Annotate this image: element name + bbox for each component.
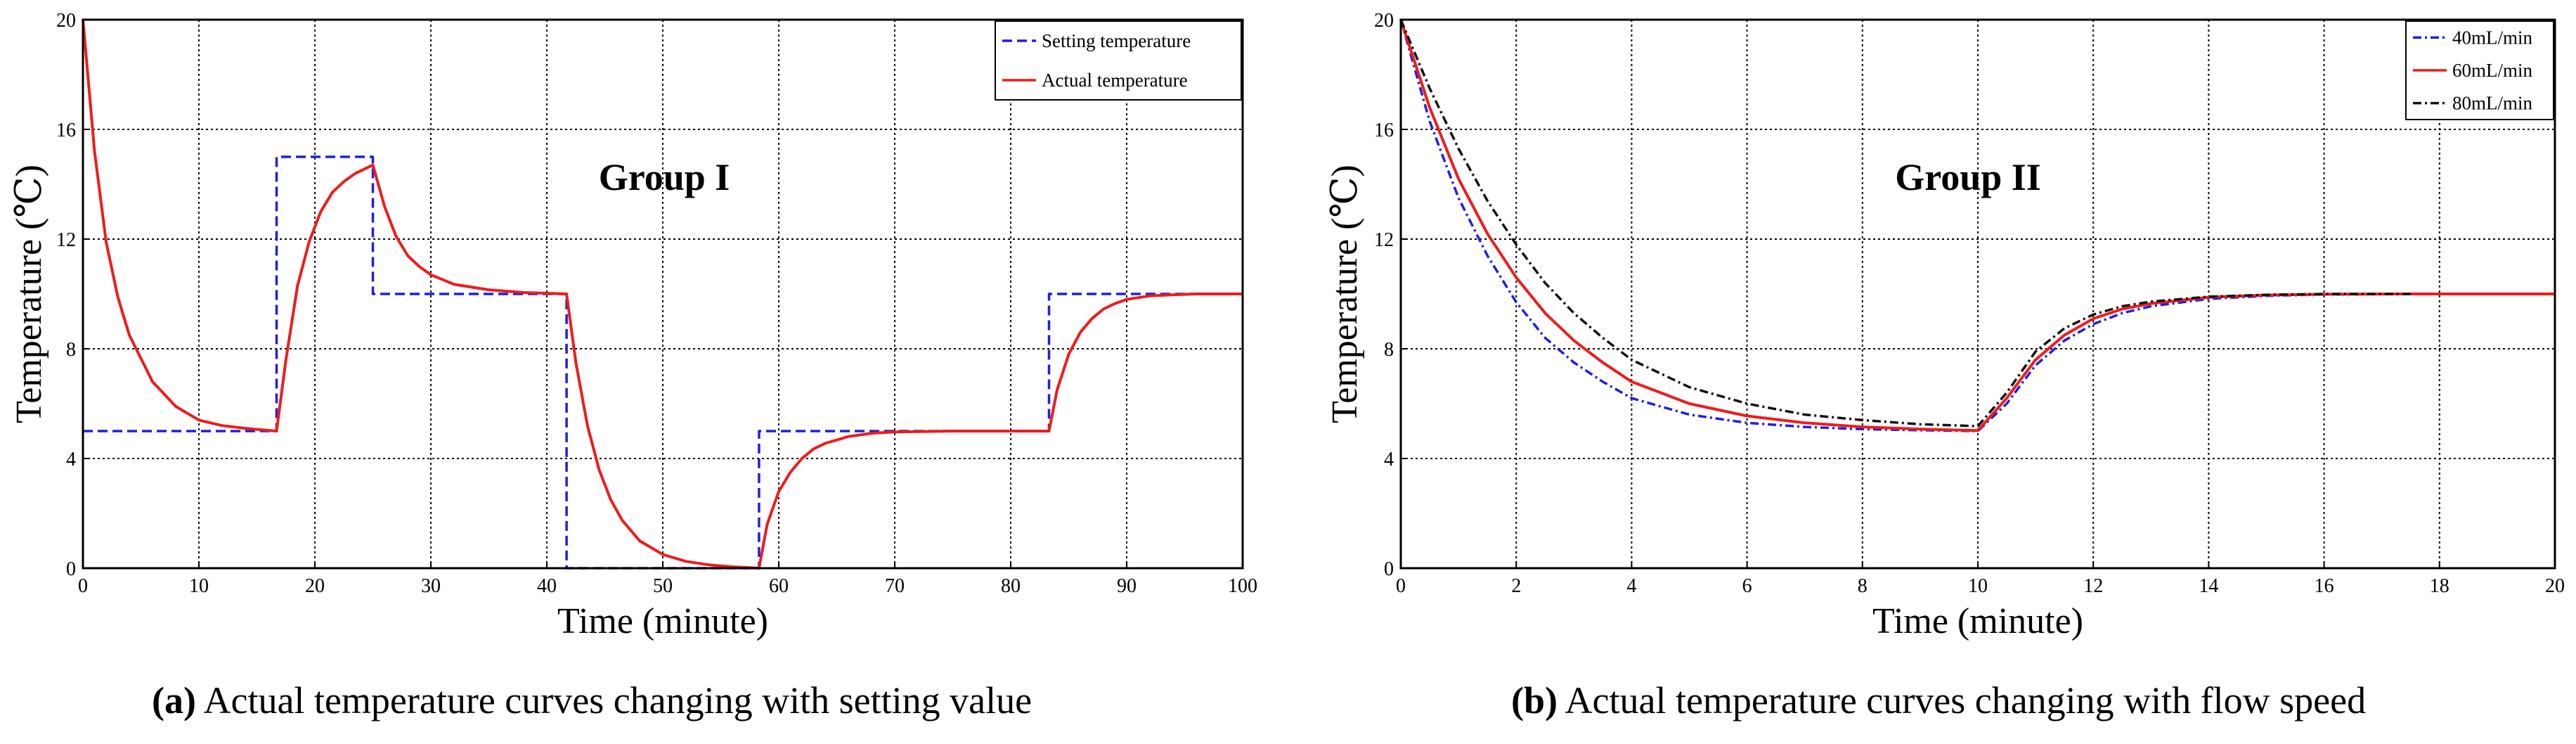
y-tick-label: 16 <box>1374 120 1394 141</box>
axes-frame <box>82 18 1244 570</box>
x-tick-label: 30 <box>421 575 441 597</box>
caption-b: (b) Actual temperature curves changing w… <box>1511 679 2366 722</box>
legend-box <box>995 20 1242 101</box>
x-tick-label: 2 <box>1511 575 1521 597</box>
x-tick-label: 6 <box>1742 575 1752 597</box>
x-tick-label: 70 <box>885 575 905 597</box>
x-tick-label: 40 <box>537 575 557 597</box>
chart-panel-a: 0 10 20 30 40 50 60 70 80 90 100 0 4 8 12 16 20 Group I Ti… <box>9 10 1257 641</box>
x-tick-label: 10 <box>189 575 209 597</box>
axes-frame <box>1399 18 2556 570</box>
x-axis-label: Time (minute) <box>1872 601 2083 641</box>
y-tick-label: 0 <box>1384 558 1394 580</box>
y-tick-label: 16 <box>56 120 76 141</box>
legend: 40mL/min 60mL/min 80mL/min <box>2405 20 2554 120</box>
y-tick-label: 4 <box>66 449 76 470</box>
chart-title: Group II <box>1895 156 2041 198</box>
x-tick-label: 50 <box>653 575 673 597</box>
chart-panel-b: 0 2 4 6 8 10 12 14 16 18 20 0 4 8 12 16 20 Group II Time (… <box>1325 10 2565 641</box>
legend-label: 60mL/min <box>2452 60 2532 81</box>
x-tick-label: 4 <box>1626 575 1636 597</box>
legend-label: Setting temperature <box>1042 30 1191 51</box>
legend-label: Actual temperature <box>1042 70 1188 91</box>
y-tick-label: 20 <box>56 10 76 32</box>
legend-label: 80mL/min <box>2452 93 2532 114</box>
series-line-40ml-min <box>1399 19 2411 432</box>
x-tick-label: 80 <box>1001 575 1021 597</box>
x-tick-label: 12 <box>2083 575 2103 597</box>
x-tick-label: 16 <box>2315 575 2334 597</box>
x-tick-label: 20 <box>2545 575 2565 597</box>
x-tick-label: 100 <box>1228 575 1257 597</box>
series-line-setting-temperature <box>83 155 1243 570</box>
series-line-actual-temperature <box>82 19 1243 570</box>
y-axis-label: Temperature (℃) <box>1325 165 1365 423</box>
y-tick-label: 12 <box>1374 229 1394 251</box>
x-axis-label: Time (minute) <box>557 601 768 641</box>
x-tick-label: 18 <box>2430 575 2449 597</box>
y-tick-label: 20 <box>1374 10 1394 32</box>
y-tick-label: 12 <box>56 229 76 251</box>
y-tick-label: 8 <box>66 339 76 361</box>
caption-b-text: Actual temperature curves changing with … <box>1558 679 2367 721</box>
series-line-80ml-min <box>1399 19 2411 428</box>
x-tick-label: 8 <box>1858 575 1868 597</box>
x-tick-label: 10 <box>1968 575 1988 597</box>
caption-a-label: (a) <box>152 679 196 721</box>
x-tick-label: 0 <box>78 575 88 597</box>
y-tick-label: 0 <box>66 558 76 580</box>
x-tick-label: 0 <box>1396 575 1406 597</box>
caption-b-label: (b) <box>1511 679 1558 721</box>
x-tick-label: 20 <box>305 575 325 597</box>
legend: Setting temperature Actual temperature <box>995 20 1242 101</box>
x-tick-label: 60 <box>769 575 789 597</box>
x-tick-label: 90 <box>1117 575 1137 597</box>
legend-label: 40mL/min <box>2452 27 2532 48</box>
plot-area <box>83 20 1243 568</box>
y-tick-label: 4 <box>1384 449 1394 470</box>
y-axis-label: Temperature (℃) <box>9 165 49 423</box>
x-tick-label: 14 <box>2199 575 2218 597</box>
chart-title: Group I <box>599 156 730 198</box>
caption-a: (a) Actual temperature curves changing w… <box>152 679 1032 722</box>
caption-a-text: Actual temperature curves changing with … <box>195 679 1033 721</box>
y-tick-label: 8 <box>1384 339 1394 361</box>
